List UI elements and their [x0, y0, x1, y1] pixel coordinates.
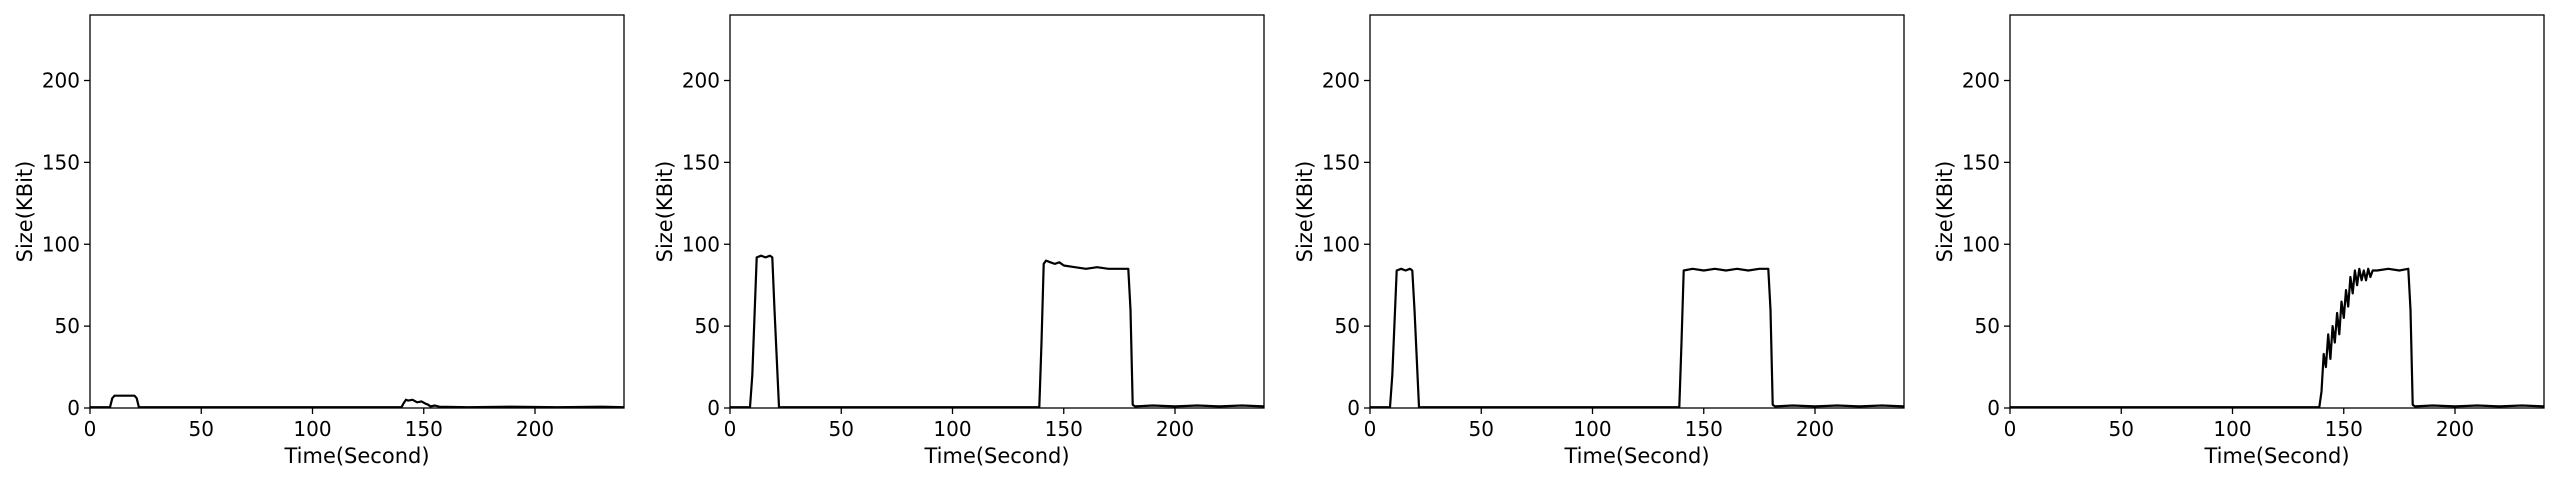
x-tick-label: 50	[1469, 417, 1494, 441]
y-tick-label: 50	[55, 314, 80, 338]
plot-frame	[1369, 14, 1905, 409]
y-tick-label: 150	[1322, 150, 1360, 174]
chart-panel-3: 0 50 100 150 200 0 50 100 150 200 Time(Second) Size…	[1293, 14, 1905, 468]
y-tick-label: 0	[1347, 396, 1360, 420]
y-tick-label: 200	[42, 69, 80, 93]
x-tick-label: 0	[84, 417, 97, 441]
x-tick-label: 100	[1573, 417, 1611, 441]
x-tick-label: 50	[829, 417, 854, 441]
y-tick-label: 100	[1962, 232, 2000, 256]
x-axis-label: Time(Second)	[2203, 444, 2349, 468]
x-axis-label: Time(Second)	[1563, 444, 1709, 468]
y-tick-label: 0	[707, 396, 720, 420]
plot-frame	[2009, 14, 2545, 409]
series-line-1	[90, 394, 624, 408]
y-tick-label: 200	[1962, 69, 2000, 93]
x-tick-label: 50	[189, 417, 214, 441]
y-tick-label: 50	[1975, 314, 2000, 338]
y-tick-label: 100	[682, 232, 720, 256]
y-tick-label: 100	[42, 232, 80, 256]
y-axis-label: Size(KBit)	[1293, 161, 1317, 263]
x-tick-label: 200	[516, 417, 554, 441]
y-axis-label: Size(KBit)	[13, 161, 37, 263]
y-tick-label: 0	[1987, 396, 2000, 420]
x-axis-label: Time(Second)	[283, 444, 429, 468]
y-tick-label: 100	[1322, 232, 1360, 256]
y-axis-label: Size(KBit)	[1933, 161, 1957, 263]
plot-frame	[89, 14, 625, 409]
y-tick-label: 150	[1962, 150, 2000, 174]
x-tick-label: 0	[2004, 417, 2017, 441]
plot-frame	[729, 14, 1265, 409]
series-line-1	[730, 254, 1264, 408]
x-tick-label: 50	[2109, 417, 2134, 441]
x-tick-label: 100	[933, 417, 971, 441]
y-axis-label: Size(KBit)	[653, 161, 677, 263]
y-tick-label: 150	[682, 150, 720, 174]
y-tick-label: 0	[67, 396, 80, 420]
x-tick-label: 150	[405, 417, 443, 441]
series-line-1	[2010, 267, 2544, 408]
y-tick-label: 50	[1335, 314, 1360, 338]
x-axis-label: Time(Second)	[923, 444, 1069, 468]
x-tick-label: 200	[2436, 417, 2474, 441]
x-tick-label: 0	[1364, 417, 1377, 441]
x-tick-label: 200	[1796, 417, 1834, 441]
y-tick-label: 200	[682, 69, 720, 93]
y-tick-label: 50	[695, 314, 720, 338]
y-tick-label: 150	[42, 150, 80, 174]
x-tick-label: 0	[724, 417, 737, 441]
chart-panel-2: 0 50 100 150 200 0 50 100 150 200 Time(Second) Size…	[653, 14, 1265, 468]
x-tick-label: 150	[2325, 417, 2363, 441]
x-tick-label: 100	[2213, 417, 2251, 441]
x-tick-label: 150	[1685, 417, 1723, 441]
y-tick-label: 200	[1322, 69, 1360, 93]
chart-panel-1: 0 50 100 150 200 0 50 100 150 200 Time(Second) Size…	[13, 14, 625, 468]
chart-panel-4: 0 50 100 150 200 0 50 100 150 200 Time(Second) Size…	[1933, 14, 2545, 468]
x-tick-label: 200	[1156, 417, 1194, 441]
x-tick-label: 150	[1045, 417, 1083, 441]
series-line-1	[1370, 267, 1904, 408]
x-tick-label: 100	[293, 417, 331, 441]
